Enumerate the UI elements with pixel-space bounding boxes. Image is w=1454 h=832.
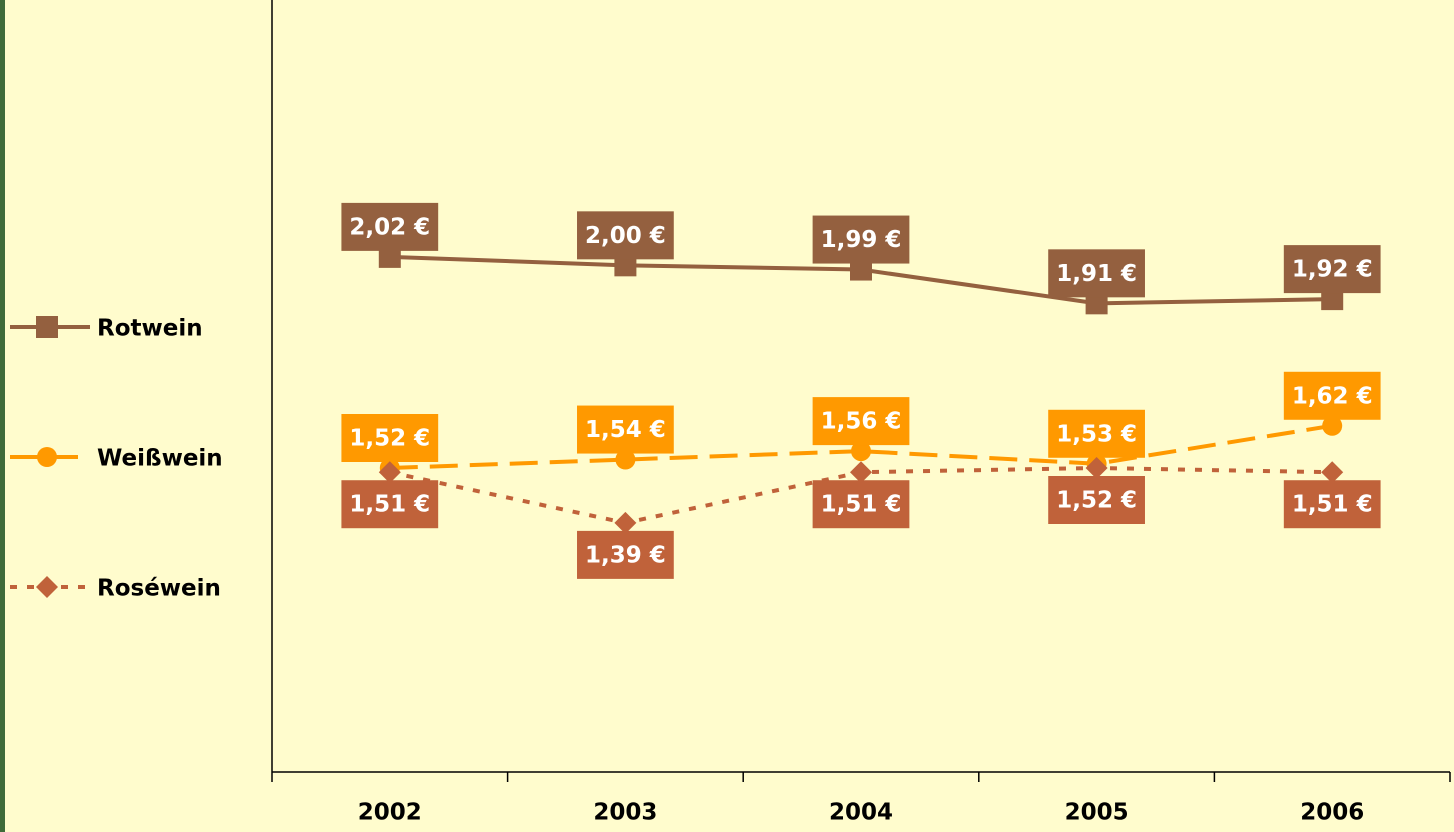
legend-label: Roséwein <box>97 576 221 602</box>
legend-label: Weißwein <box>97 446 223 472</box>
value-label: 1,52 € <box>349 426 430 452</box>
edge-strip <box>0 0 5 832</box>
value-label: 1,52 € <box>1056 488 1137 514</box>
value-label: 1,54 € <box>585 417 666 443</box>
x-tick-label: 2004 <box>829 800 893 826</box>
value-label: 1,53 € <box>1056 421 1137 447</box>
value-label: 1,51 € <box>821 492 902 518</box>
legend-marker <box>37 447 57 467</box>
x-tick-label: 2003 <box>593 800 657 826</box>
value-label: 1,91 € <box>1056 261 1137 287</box>
value-label: 1,56 € <box>821 409 902 435</box>
value-label: 1,92 € <box>1292 257 1373 283</box>
x-tick-label: 2002 <box>358 800 422 826</box>
legend-marker <box>36 316 58 338</box>
value-label: 1,99 € <box>821 227 902 253</box>
x-tick-label: 2006 <box>1300 800 1364 826</box>
value-label: 1,51 € <box>349 492 430 518</box>
value-label: 1,51 € <box>1292 492 1373 518</box>
chart: 2002 2003 2004 2005 2006 2,02 € 2,00 € 1,99 € 1,… <box>0 0 1454 832</box>
value-label: 2,00 € <box>585 223 666 249</box>
background <box>0 0 1454 832</box>
legend-label: Rotwein <box>97 316 203 342</box>
value-label: 1,62 € <box>1292 383 1373 409</box>
x-tick-label: 2005 <box>1065 800 1129 826</box>
value-label: 1,39 € <box>585 542 666 568</box>
value-label: 2,02 € <box>349 214 430 240</box>
